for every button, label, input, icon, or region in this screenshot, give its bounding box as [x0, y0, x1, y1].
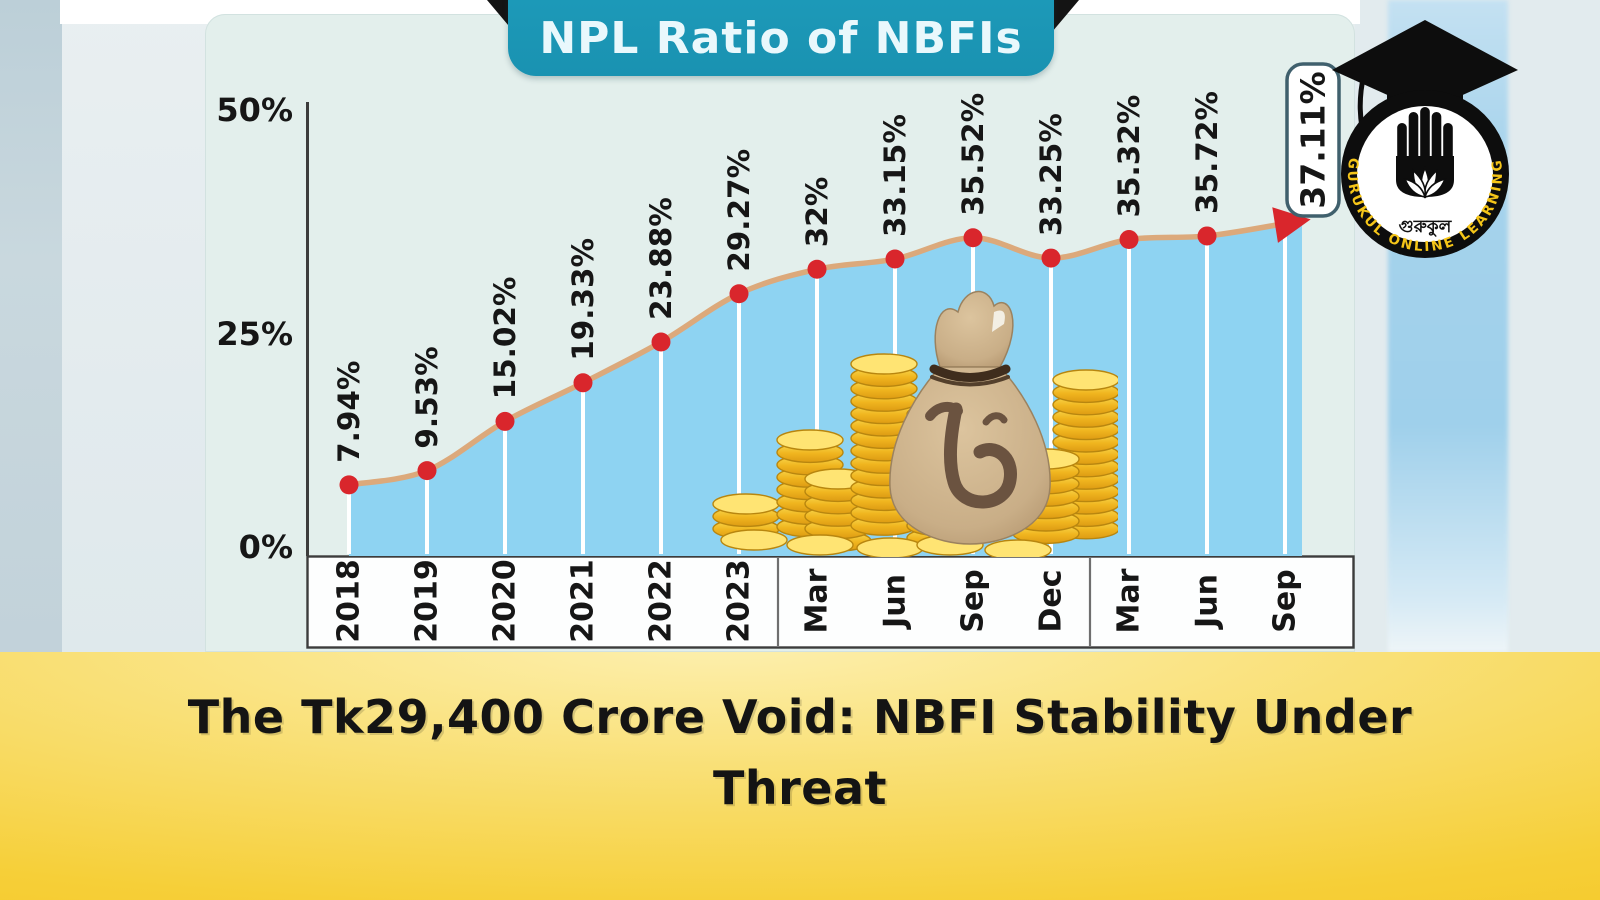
value-label: 7.94% [332, 361, 366, 463]
footer-headline-line1: The Tk29,400 Crore Void: NBFI Stability … [187, 690, 1413, 744]
footer-banner: The Tk29,400 Crore Void: NBFI Stability … [0, 652, 1600, 900]
y-axis-label: 25% [216, 315, 293, 353]
gold-coin [850, 353, 918, 375]
y-axis-label: 50% [216, 91, 293, 129]
ribbon-fold-right-icon [1052, 0, 1079, 32]
chart-title: NPL Ratio of NBFIs [539, 12, 1023, 64]
data-point-dot [417, 461, 437, 481]
data-point-dot [1041, 248, 1061, 268]
x-axis-label: 2019 [410, 559, 445, 643]
trend-arrow-icon [1272, 207, 1311, 243]
x-axis-label: 2023 [722, 559, 757, 643]
data-point-dot [495, 411, 515, 431]
data-point-dot [339, 475, 359, 495]
money-bag [889, 290, 1051, 545]
x-axis-label: Jun [878, 574, 913, 630]
y-axis-label: 0% [239, 528, 293, 566]
gold-coin [712, 493, 780, 515]
money-bag-illustration [712, 290, 1118, 557]
x-axis-label: Mar [800, 568, 835, 633]
value-label: 29.27% [722, 149, 756, 272]
x-axis-label: Sep [956, 569, 991, 632]
x-axis-label: Jun [1190, 574, 1225, 630]
data-point-dot [651, 332, 671, 352]
value-label: 23.88% [644, 197, 678, 320]
data-point-dot [807, 259, 827, 279]
data-point-dot [885, 249, 905, 269]
x-axis-label: 2018 [332, 559, 367, 643]
x-axis-label: Sep [1268, 569, 1303, 632]
value-label: 32% [800, 177, 834, 248]
gold-coin [856, 537, 924, 557]
data-point-dot [573, 373, 593, 393]
value-label: 35.52% [956, 93, 990, 216]
data-point-dot [729, 284, 749, 304]
value-label: 19.33% [566, 238, 600, 361]
gold-coin [1052, 369, 1118, 391]
x-axis-label: 2020 [488, 559, 523, 643]
value-label: 33.25% [1034, 113, 1068, 236]
x-axis-label: 2022 [644, 559, 679, 643]
final-value-label: 37.11% [1294, 71, 1333, 208]
footer-headline-line2: Threat [712, 761, 888, 816]
data-point-dot [1197, 226, 1217, 246]
background-band-left [0, 0, 62, 652]
gold-coin [984, 539, 1052, 557]
gold-coin [720, 529, 788, 551]
value-label: 9.53% [410, 346, 444, 448]
x-axis-label: 2021 [566, 559, 601, 643]
taka-symbol-icon [925, 401, 1017, 509]
value-label: 35.32% [1112, 95, 1146, 218]
gold-coin [776, 429, 844, 451]
gold-coin [786, 534, 854, 556]
x-axis-label: Mar [1112, 568, 1147, 633]
data-point-dot [963, 228, 983, 248]
gurukul-logo: গুরুকুল GURUKUL ONLINE LEARNING [1332, 20, 1518, 258]
footer-headline: The Tk29,400 Crore Void: NBFI Stability … [170, 682, 1430, 825]
x-axis-strip [306, 555, 1355, 649]
chart-title-ribbon: NPL Ratio of NBFIs [508, 0, 1054, 76]
hand-lotus-icon [1396, 107, 1454, 199]
value-label: 33.15% [878, 114, 912, 237]
logo-org-name-bengali: গুরুকুল [1399, 217, 1453, 237]
x-axis-label: Dec [1034, 569, 1069, 632]
background-band-left-light [62, 0, 212, 652]
value-label: 35.72% [1190, 91, 1224, 214]
value-label: 15.02% [488, 277, 522, 400]
data-point-dot [1119, 230, 1139, 250]
bag-rope-tie [929, 364, 1011, 382]
final-value-box [1285, 62, 1341, 218]
